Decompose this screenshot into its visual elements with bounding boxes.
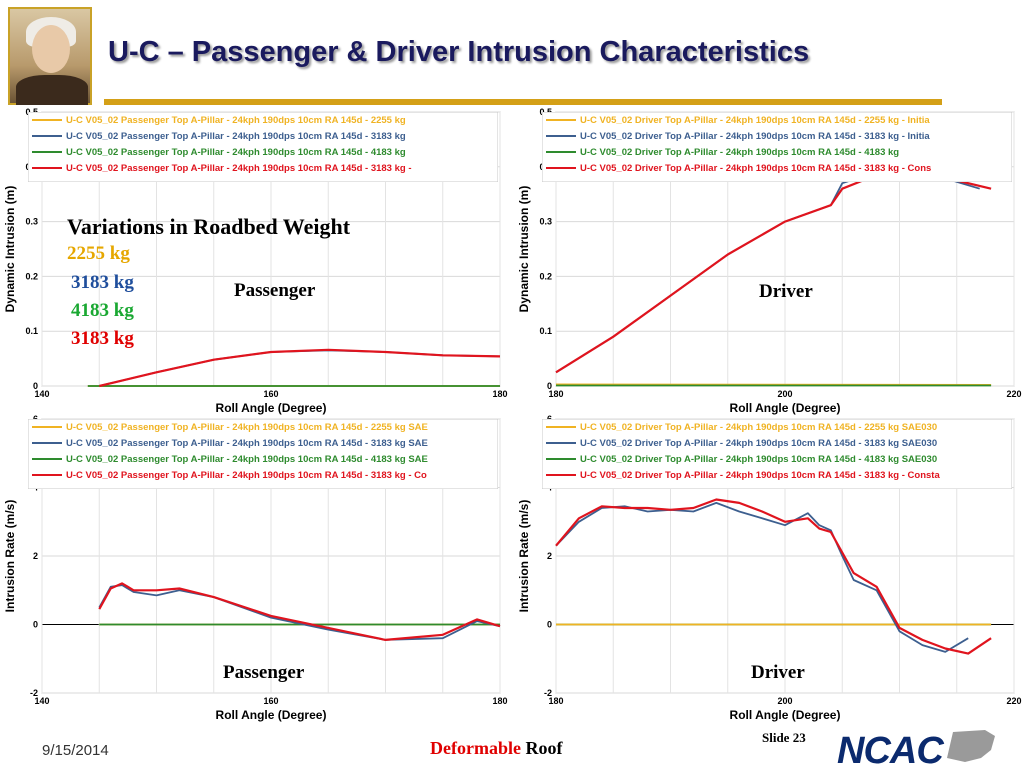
x-tick-label: 220 (1006, 389, 1021, 399)
weight-4183: 4183 kg (71, 300, 134, 321)
chart-top-right: 00.10.20.30.40.5180200220Roll Angle (Deg… (514, 106, 1024, 418)
chart-bottom-right: -20246180200220Roll Angle (Degree)Intrus… (514, 413, 1024, 725)
y-tick-label: 0 (33, 381, 38, 391)
y-axis-label: Intrusion Rate (m/s) (3, 500, 17, 613)
footer-date: 9/15/2014 (42, 742, 109, 759)
legend: U-C V05_02 Passenger Top A-Pillar - 24kp… (28, 419, 498, 489)
x-tick-label: 140 (34, 696, 49, 706)
roadbed-weight-heading: Variations in Roadbed Weight (67, 214, 351, 239)
x-axis-label: Roll Angle (Degree) (730, 708, 841, 722)
portrait-coat (16, 75, 88, 105)
y-tick-label: 0.3 (25, 217, 38, 227)
legend-entry: U-C V05_02 Passenger Top A-Pillar - 24kp… (66, 131, 406, 142)
y-tick-label: 0 (547, 381, 552, 391)
weight-3183-red: 3183 kg (71, 328, 134, 349)
legend-entry: U-C V05_02 Driver Top A-Pillar - 24kph 1… (580, 454, 937, 465)
legend-entry: U-C V05_02 Passenger Top A-Pillar - 24kp… (66, 163, 411, 174)
x-tick-label: 200 (777, 389, 792, 399)
legend-box (28, 419, 498, 489)
chart-svg-tl: 00.10.20.30.40.5140160180Roll Angle (Deg… (3, 107, 508, 415)
portrait-image (8, 7, 92, 105)
x-tick-label: 140 (34, 389, 49, 399)
legend-entry: U-C V05_02 Passenger Top A-Pillar - 24kp… (66, 454, 428, 465)
portrait-face (32, 25, 70, 73)
y-tick-label: 2 (547, 551, 552, 561)
chart-bottom-left: -20246140160180Roll Angle (Degree)Intrus… (0, 413, 510, 725)
y-tick-label: 0 (33, 620, 38, 630)
driver-label-bottom: Driver (751, 662, 805, 683)
legend-entry: U-C V05_02 Driver Top A-Pillar - 24kph 1… (580, 438, 937, 449)
legend-entry: U-C V05_02 Passenger Top A-Pillar - 24kp… (66, 438, 428, 449)
passenger-label-bottom: Passenger (223, 662, 305, 683)
y-axis-label: Dynamic Intrusion (m) (3, 186, 17, 313)
legend-entry: U-C V05_02 Driver Top A-Pillar - 24kph 1… (580, 470, 940, 481)
x-tick-label: 160 (263, 696, 278, 706)
legend-entry: U-C V05_02 Passenger Top A-Pillar - 24kp… (66, 422, 428, 433)
y-tick-label: 0.1 (539, 326, 552, 336)
chart-svg-br: -20246180200220Roll Angle (Degree)Intrus… (517, 414, 1022, 722)
x-tick-label: 220 (1006, 696, 1021, 706)
title-rule (104, 99, 942, 105)
y-tick-label: 0.3 (539, 217, 552, 227)
legend-entry: U-C V05_02 Driver Top A-Pillar - 24kph 1… (580, 147, 899, 158)
chart-svg-bl: -20246140160180Roll Angle (Degree)Intrus… (3, 414, 508, 722)
footer-title: Deformable Roof (430, 738, 562, 759)
series-line-red (555, 498, 992, 655)
slide-title: U-C – Passenger & Driver Intrusion Chara… (108, 36, 810, 68)
y-tick-label: 0.2 (25, 271, 38, 281)
series-line-red (99, 348, 501, 388)
weight-2255: 2255 kg (67, 243, 130, 264)
chart-svg-tr: 00.10.20.30.40.5180200220Roll Angle (Deg… (517, 107, 1022, 415)
logo-text: NCAC (837, 730, 944, 766)
legend-entry: U-C V05_02 Driver Top A-Pillar - 24kph 1… (580, 115, 930, 126)
series-line-red (98, 582, 501, 641)
y-tick-label: 2 (33, 551, 38, 561)
legend-entry: U-C V05_02 Passenger Top A-Pillar - 24kp… (66, 470, 427, 481)
legend-entry: U-C V05_02 Driver Top A-Pillar - 24kph 1… (580, 131, 930, 142)
driver-label-top: Driver (759, 281, 813, 302)
passenger-label-top: Passenger (234, 280, 316, 301)
footer-title-part2: Roof (525, 738, 563, 758)
legend: U-C V05_02 Driver Top A-Pillar - 24kph 1… (542, 112, 1012, 182)
y-axis-label: Intrusion Rate (m/s) (517, 500, 531, 613)
weight-3183-blue: 3183 kg (71, 272, 134, 293)
y-tick-label: -2 (30, 688, 38, 698)
legend-entry: U-C V05_02 Passenger Top A-Pillar - 24kp… (66, 115, 406, 126)
legend: U-C V05_02 Passenger Top A-Pillar - 24kp… (28, 112, 498, 182)
legend-entry: U-C V05_02 Driver Top A-Pillar - 24kph 1… (580, 163, 931, 174)
logo-map-shape (947, 730, 995, 762)
legend: U-C V05_02 Driver Top A-Pillar - 24kph 1… (542, 419, 1012, 489)
legend-box (28, 112, 498, 182)
x-tick-label: 180 (548, 696, 563, 706)
x-tick-label: 160 (263, 389, 278, 399)
legend-box (542, 112, 1012, 182)
chart-top-left: 00.10.20.30.40.5140160180Roll Angle (Deg… (0, 106, 510, 418)
slide-number: Slide 23 (762, 730, 806, 745)
y-tick-label: -2 (544, 688, 552, 698)
x-axis-label: Roll Angle (Degree) (730, 401, 841, 415)
y-tick-label: 0 (547, 620, 552, 630)
footer-title-part1: Deformable (430, 738, 521, 758)
x-axis-label: Roll Angle (Degree) (216, 708, 327, 722)
legend-box (542, 419, 1012, 489)
x-tick-label: 180 (548, 389, 563, 399)
y-tick-label: 0.2 (539, 271, 552, 281)
y-tick-label: 0.1 (25, 326, 38, 336)
y-axis-label: Dynamic Intrusion (m) (517, 186, 531, 313)
legend-entry: U-C V05_02 Driver Top A-Pillar - 24kph 1… (580, 422, 937, 433)
ncac-logo: NCAC (837, 730, 995, 766)
legend-entry: U-C V05_02 Passenger Top A-Pillar - 24kp… (66, 147, 406, 158)
x-tick-label: 180 (492, 389, 507, 399)
x-axis-label: Roll Angle (Degree) (216, 401, 327, 415)
x-tick-label: 200 (777, 696, 792, 706)
x-tick-label: 180 (492, 696, 507, 706)
